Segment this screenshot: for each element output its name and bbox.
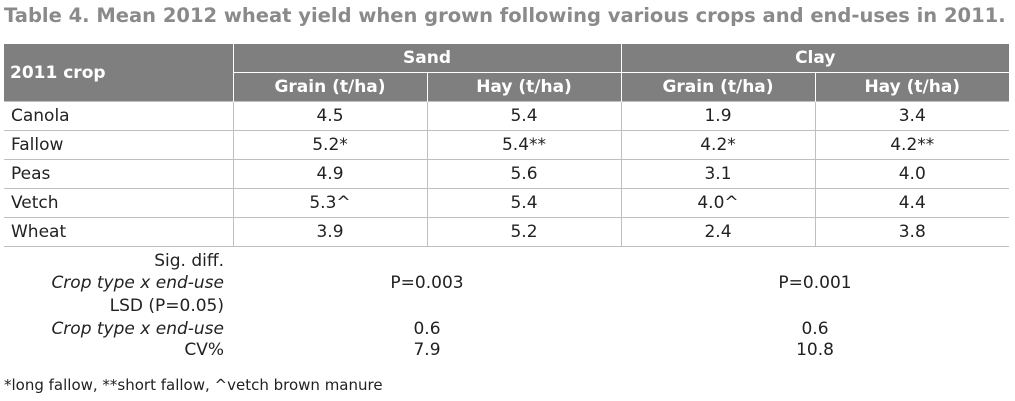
- value-cell: 4.9: [232, 159, 427, 189]
- value-cell: 4.5: [232, 101, 427, 131]
- col-header-sand-hay: Hay (t/ha): [426, 72, 621, 102]
- crop-cell: Canola: [4, 101, 233, 131]
- footnote: *long fallow, **short fallow, ^vetch bro…: [4, 376, 383, 394]
- sig-diff-label: Sig. diff.: [154, 251, 224, 271]
- value-cell: 5.6: [426, 159, 621, 189]
- crop-cell: Peas: [4, 159, 233, 189]
- sig-diff-row: Sig. diff.: [4, 251, 1009, 275]
- sig-diff-sublabel: Crop type x end-use: [51, 273, 224, 293]
- lsd-row: LSD (P=0.05): [4, 296, 1009, 320]
- cv-row: CV% 7.9 10.8: [4, 340, 1009, 364]
- col-header-clay-hay: Hay (t/ha): [814, 72, 1009, 102]
- table-row: Vetch 5.3^ 5.4 4.0^ 4.4: [4, 188, 1009, 218]
- value-cell: 3.1: [620, 159, 815, 189]
- yield-table: 2011 crop Sand Clay Grain (t/ha) Hay (t/…: [4, 44, 1009, 247]
- value-cell: 3.9: [232, 217, 427, 247]
- value-cell: 2.4: [620, 217, 815, 247]
- value-cell: 5.2: [426, 217, 621, 247]
- lsd-clay: 0.6: [801, 319, 829, 339]
- table-row: Peas 4.9 5.6 3.1 4.0: [4, 159, 1009, 189]
- table-row: Canola 4.5 5.4 1.9 3.4: [4, 101, 1009, 131]
- crop-cell: Vetch: [4, 188, 233, 218]
- table-row: Wheat 3.9 5.2 2.4 3.8: [4, 217, 1009, 247]
- value-cell: 5.2*: [232, 130, 427, 160]
- col-header-clay-grain: Grain (t/ha): [620, 72, 815, 102]
- value-cell: 5.4: [426, 101, 621, 131]
- lsd-sublabel: Crop type x end-use: [51, 319, 224, 339]
- value-cell: 3.4: [814, 101, 1009, 131]
- sig-diff-sand: P=0.003: [390, 273, 464, 293]
- value-cell: 5.4**: [426, 130, 621, 160]
- crop-cell: Fallow: [4, 130, 233, 160]
- cv-label: CV%: [184, 340, 224, 360]
- row-header-crop: 2011 crop: [4, 44, 233, 102]
- lsd-label: LSD (P=0.05): [109, 296, 224, 316]
- value-cell: 4.4: [814, 188, 1009, 218]
- table-row: Fallow 5.2* 5.4** 4.2* 4.2**: [4, 130, 1009, 160]
- table-title: Table 4. Mean 2012 wheat yield when grow…: [4, 4, 1006, 27]
- value-cell: 4.0^: [620, 188, 815, 218]
- value-cell: 1.9: [620, 101, 815, 131]
- crop-cell: Wheat: [4, 217, 233, 247]
- value-cell: 5.4: [426, 188, 621, 218]
- value-cell: 5.3^: [232, 188, 427, 218]
- col-header-sand-grain: Grain (t/ha): [232, 72, 427, 102]
- sig-diff-values-row: Crop type x end-use P=0.003 P=0.001: [4, 273, 1009, 297]
- value-cell: 4.2**: [814, 130, 1009, 160]
- lsd-values-row: Crop type x end-use 0.6 0.6: [4, 319, 1009, 343]
- value-cell: 4.0: [814, 159, 1009, 189]
- group-header-sand: Sand: [232, 44, 621, 73]
- group-header-clay: Clay: [620, 44, 1009, 73]
- value-cell: 3.8: [814, 217, 1009, 247]
- cv-sand: 7.9: [413, 340, 441, 360]
- cv-clay: 10.8: [796, 340, 834, 360]
- lsd-sand: 0.6: [413, 319, 441, 339]
- sig-diff-clay: P=0.001: [778, 273, 852, 293]
- value-cell: 4.2*: [620, 130, 815, 160]
